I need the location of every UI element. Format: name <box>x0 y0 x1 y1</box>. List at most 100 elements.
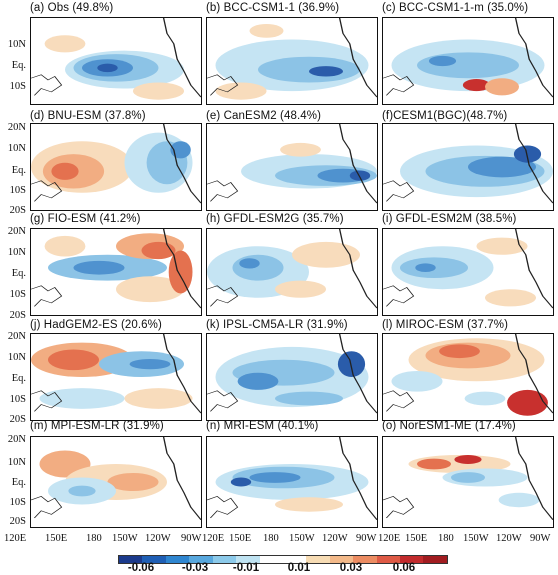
map-frame <box>206 17 378 105</box>
coastline <box>207 496 238 518</box>
shaded-field <box>383 18 553 104</box>
coastline <box>383 286 414 307</box>
y-tick-label: 20S <box>0 516 26 527</box>
y-tick-label: Eq. <box>0 165 26 176</box>
x-tick-label: 120E <box>202 533 224 544</box>
coastline <box>31 75 62 96</box>
shaded-region <box>133 83 184 100</box>
shaded-region <box>465 392 506 406</box>
panel-title: (e) CanESM2 (48.4%) <box>206 110 321 122</box>
map-frame <box>382 333 554 421</box>
panel-title: (j) HadGEM2-ES (20.6%) <box>30 319 162 331</box>
map-frame <box>382 17 554 105</box>
shaded-region <box>233 255 284 281</box>
shaded-region <box>429 56 456 66</box>
x-tick-label: 180 <box>263 533 279 544</box>
colorbar-label: 0.01 <box>279 562 319 574</box>
coastline <box>31 286 62 307</box>
shaded-field <box>207 334 377 420</box>
map-frame <box>206 436 378 528</box>
y-tick-label: 10N <box>0 247 26 258</box>
shaded-region <box>45 35 86 52</box>
panel-title: (f)CESM1(BGC)(48.7%) <box>382 110 507 122</box>
panel-title: (d) BNU-ESM (37.8%) <box>30 110 146 122</box>
map-frame <box>30 228 202 316</box>
coastline <box>164 437 201 520</box>
coastline <box>340 229 377 308</box>
shaded-field <box>31 334 201 420</box>
y-tick-label: 10N <box>0 143 26 154</box>
map-frame <box>30 333 202 421</box>
y-tick-label: 10S <box>0 497 26 508</box>
shaded-region <box>454 455 481 464</box>
coastline <box>383 391 414 412</box>
shaded-region <box>439 344 480 358</box>
panel-title: (i) GFDL-ESM2M (38.5%) <box>382 213 516 225</box>
x-tick-label: 120W <box>145 533 171 544</box>
y-tick-label: 10S <box>0 394 26 405</box>
x-tick-label: 150E <box>405 533 427 544</box>
y-tick-label: 10N <box>0 39 26 50</box>
shaded-field <box>31 18 201 104</box>
shaded-field <box>207 437 377 527</box>
map-frame <box>382 436 554 528</box>
shaded-region <box>231 478 251 487</box>
x-tick-label: 180 <box>86 533 102 544</box>
x-tick-label: 90W <box>181 533 201 544</box>
y-tick-label: 10N <box>0 352 26 363</box>
map-frame <box>30 123 202 211</box>
shaded-region <box>338 351 365 377</box>
y-tick-label: 20S <box>0 414 26 425</box>
shaded-field <box>383 437 553 527</box>
x-tick-label: 150W <box>463 533 489 544</box>
shaded-region <box>125 388 193 409</box>
shaded-region <box>417 459 451 470</box>
shaded-field <box>207 229 377 315</box>
colorbar-label: -0.01 <box>226 562 266 574</box>
map-frame <box>206 228 378 316</box>
shaded-region <box>238 373 279 390</box>
shaded-region <box>415 263 435 272</box>
shaded-region <box>250 472 301 483</box>
y-tick-label: Eq. <box>0 373 26 384</box>
x-tick-label: 120W <box>322 533 348 544</box>
shaded-field <box>383 334 553 420</box>
y-tick-label: 20N <box>0 331 26 342</box>
coastline <box>383 181 414 202</box>
panel-title: (n) MRI-ESM (40.1%) <box>206 420 318 432</box>
shaded-region <box>130 359 171 369</box>
shaded-region <box>40 388 125 409</box>
shaded-field <box>207 124 377 210</box>
x-tick-label: 120E <box>4 533 26 544</box>
shaded-field <box>207 18 377 104</box>
map-frame <box>206 123 378 211</box>
x-tick-label: 90W <box>356 533 376 544</box>
shaded-region <box>507 390 548 416</box>
panel-title: (h) GFDL-ESM2G (35.7%) <box>206 213 344 225</box>
panel-title: (b) BCC-CSM1-1 (36.9%) <box>206 2 339 14</box>
y-tick-label: Eq. <box>0 477 26 488</box>
shaded-region <box>275 281 326 298</box>
x-tick-label: 120E <box>378 533 400 544</box>
panel-title: (g) FIO-ESM (41.2%) <box>30 213 141 225</box>
y-tick-label: 20S <box>0 205 26 216</box>
shaded-region <box>216 83 267 100</box>
colorbar-swatch <box>423 556 446 563</box>
shaded-region <box>68 486 95 497</box>
shaded-region <box>97 64 117 73</box>
colorbar-label: -0.03 <box>175 562 215 574</box>
y-tick-label: 20S <box>0 310 26 321</box>
coastline <box>383 496 414 518</box>
panel-title: (m) MPI-ESM-LR (31.9%) <box>30 420 164 432</box>
coastline <box>207 181 238 202</box>
shaded-field <box>383 124 553 210</box>
shaded-region <box>392 371 443 392</box>
y-tick-label: 20N <box>0 434 26 445</box>
colorbar-label: 0.06 <box>384 562 424 574</box>
shaded-region <box>451 472 485 483</box>
shaded-region <box>74 261 125 275</box>
shaded-region <box>499 493 540 507</box>
shaded-field <box>31 437 201 527</box>
y-tick-label: 10S <box>0 289 26 300</box>
x-tick-label: 120W <box>496 533 522 544</box>
